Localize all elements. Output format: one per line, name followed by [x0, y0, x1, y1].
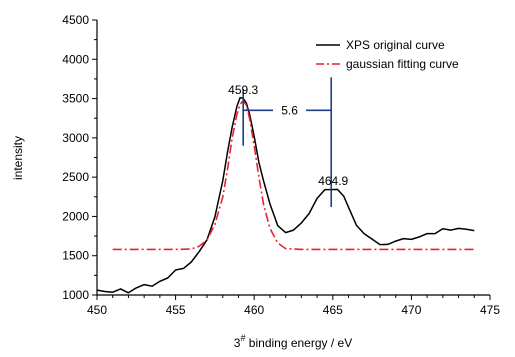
- x-tick-label: 470: [401, 303, 421, 317]
- peak1-label: 459.3: [228, 83, 258, 97]
- x-tick-label: 460: [244, 303, 264, 317]
- y-tick-label: 3500: [62, 92, 89, 106]
- y-tick-label: 2000: [62, 209, 89, 223]
- x-axis-title-sup: #: [240, 333, 245, 343]
- series-line-gaussian: [112, 100, 475, 251]
- x-axis-title: 3# binding energy / eV: [234, 333, 352, 350]
- x-tick-label: 455: [166, 303, 186, 317]
- delta-label: 5.6: [281, 103, 298, 117]
- legend: XPS original curve gaussian fitting curv…: [316, 38, 459, 71]
- x-tick-label: 450: [87, 303, 107, 317]
- x-tick-label: 465: [323, 303, 343, 317]
- y-tick-label: 4500: [62, 13, 89, 27]
- y-tick-label: 2500: [62, 170, 89, 184]
- y-tick-label: 1500: [62, 249, 89, 263]
- series-line-xps: [96, 96, 475, 294]
- peak2-label: 464.9: [318, 174, 348, 188]
- y-tick-label: 4000: [62, 52, 89, 66]
- x-ticks: 450 455 460 465 470 475: [87, 295, 500, 317]
- annotation-layer: 5.6 459.3 464.9: [228, 77, 349, 207]
- x-axis-title-rest: binding energy / eV: [245, 336, 352, 350]
- legend-label-xps: XPS original curve: [346, 38, 445, 52]
- y-tick-label: 3000: [62, 131, 89, 145]
- x-axis-title-base: 3: [234, 336, 241, 350]
- y-tick-label: 1000: [62, 288, 89, 302]
- legend-label-gaussian: gaussian fitting curve: [346, 57, 459, 71]
- x-tick-label: 475: [480, 303, 500, 317]
- y-axis-title: intensity: [11, 136, 25, 180]
- series-layer: [96, 96, 475, 294]
- y-ticks: 1000 1500 2000 2500 3000 3500 4000 4500: [62, 13, 97, 302]
